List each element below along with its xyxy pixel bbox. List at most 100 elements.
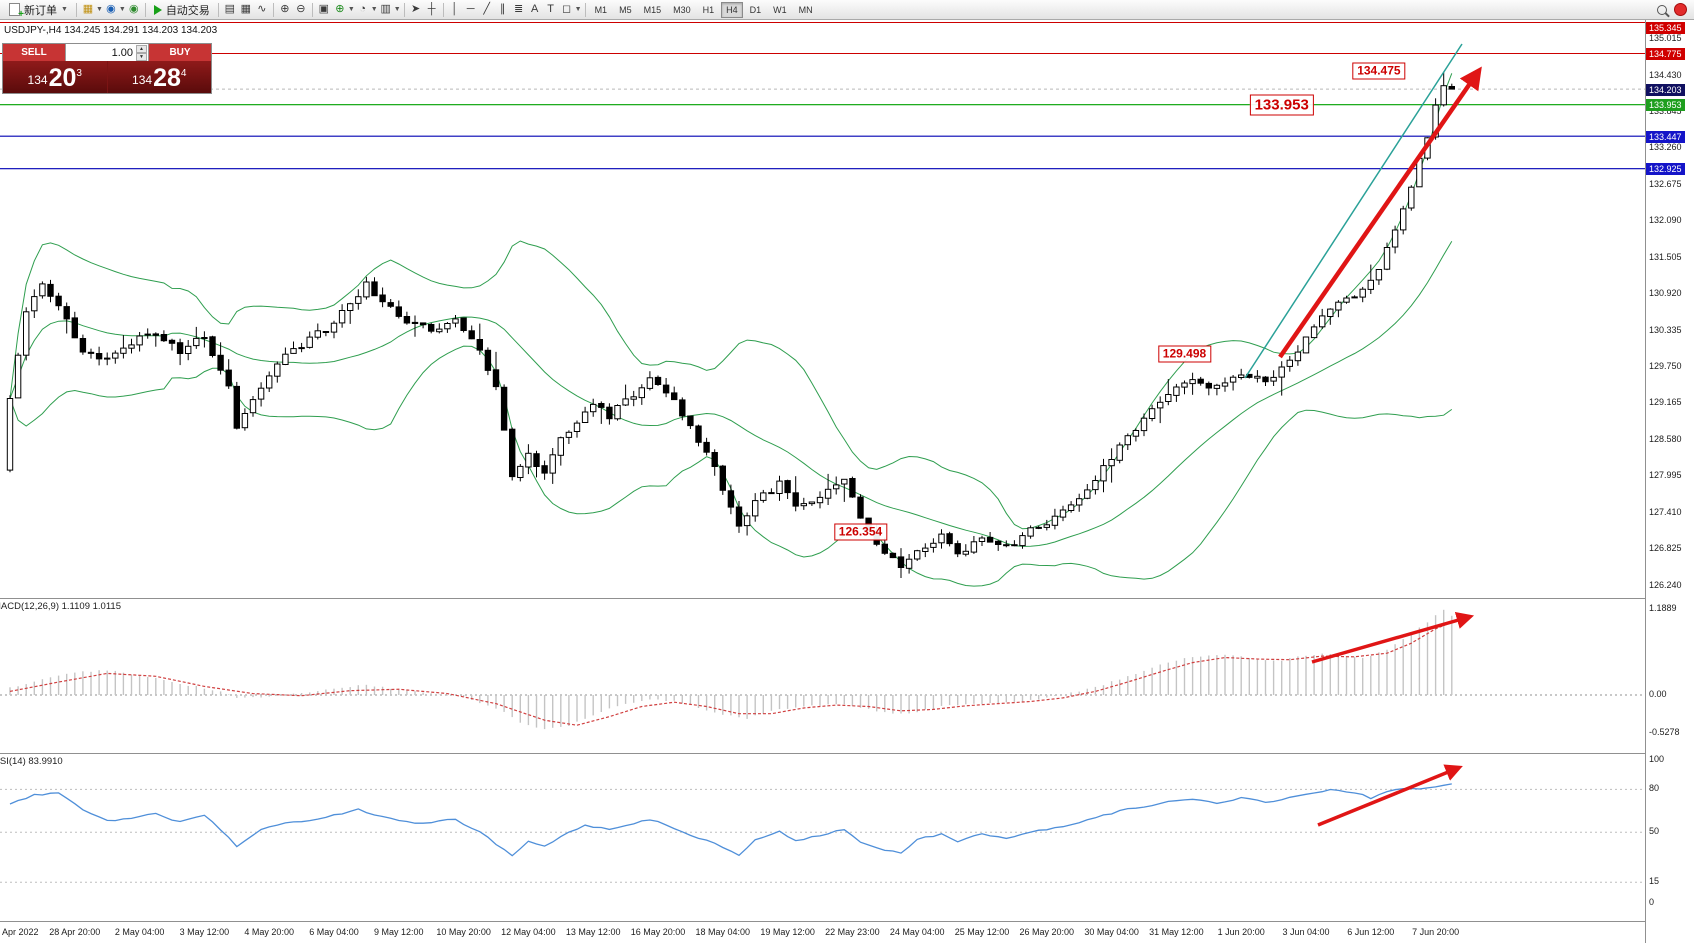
toolbar-separator <box>75 2 77 17</box>
vertical-line-icon[interactable]: │ <box>451 3 459 15</box>
volume-decrease-button[interactable]: ▼ <box>136 52 147 61</box>
timeframe-h4-button[interactable]: H4 <box>721 1 743 18</box>
chart-ohlc-title: USDJPY-,H4 134.245 134.291 134.203 134.2… <box>4 25 218 36</box>
price-tick: 131.505 <box>1649 251 1682 262</box>
profiles-icon[interactable]: ◉ <box>106 3 116 15</box>
rsi-chart <box>0 764 1645 883</box>
templates-icon[interactable]: ▥ <box>380 3 391 15</box>
timeframe-h1-button[interactable]: H1 <box>702 4 715 15</box>
data-window-icon[interactable]: ◉ <box>129 3 139 15</box>
macd-pane[interactable]: MACD(12,26,9) 1.1109 1.0115 <box>0 598 1645 753</box>
sell-button[interactable]: SELL <box>3 44 65 61</box>
price-badge: 133.953 <box>1646 99 1685 112</box>
trend-channel-line[interactable] <box>1244 43 1463 379</box>
chevron-down-icon[interactable]: ▼ <box>393 6 401 13</box>
macd-axis-value: -0.5278 <box>1649 726 1680 737</box>
macd-label: MACD(12,26,9) 1.1109 1.0115 <box>0 601 121 612</box>
price-label-134.475[interactable]: 134.475 <box>1352 62 1406 80</box>
zoom-in-icon[interactable]: ⊕ <box>280 3 290 15</box>
time-axis-label: 31 May 12:00 <box>1149 927 1204 937</box>
time-axis-label: 7 Jun 20:00 <box>1412 927 1460 937</box>
chevron-down-icon[interactable]: ▼ <box>95 6 103 13</box>
volume-field[interactable]: 1.00 ▲ ▼ <box>65 44 149 61</box>
search-icon[interactable] <box>1657 4 1667 15</box>
timeframe-m30-button[interactable]: M30 <box>673 4 691 15</box>
price-tick: 133.260 <box>1649 142 1682 153</box>
chevron-down-icon: ▼ <box>61 6 68 13</box>
line-chart-icon[interactable]: ∿ <box>257 3 267 15</box>
horizontal-line-icon[interactable]: ─ <box>466 3 475 15</box>
price-tick: 135.015 <box>1649 33 1682 44</box>
crosshair-icon[interactable]: ┼ <box>427 3 436 15</box>
notification-badge[interactable] <box>1674 3 1687 16</box>
time-axis-label: 12 May 04:00 <box>501 927 556 937</box>
main-chart-pane[interactable]: USDJPY-,H4 134.245 134.291 134.203 134.2… <box>0 20 1645 598</box>
time-axis-label: 3 May 12:00 <box>179 927 230 937</box>
rsi-pane[interactable]: RSI(14) 83.9910 <box>0 753 1645 921</box>
chevron-down-icon[interactable]: ▼ <box>370 6 378 13</box>
chevron-down-icon[interactable]: ▼ <box>347 6 355 13</box>
price-label-133.953[interactable]: 133.953 <box>1249 94 1314 116</box>
price-badge: 133.447 <box>1646 130 1685 143</box>
time-axis-label: 2 May 04:00 <box>114 927 165 937</box>
volume-value[interactable]: 1.00 <box>111 46 134 59</box>
time-axis-label: 16 May 20:00 <box>630 927 686 937</box>
rsi-axis-value: 0 <box>1649 897 1655 908</box>
toolbar-right <box>1657 3 1690 16</box>
chevron-down-icon[interactable]: ▼ <box>118 6 126 13</box>
trend-arrow-macd[interactable] <box>1311 611 1475 664</box>
trend-arrow-rsi[interactable] <box>1317 764 1463 827</box>
zoom-out-icon[interactable]: ⊖ <box>296 3 306 15</box>
candlestick-chart <box>0 21 1645 587</box>
time-axis-label: 9 May 12:00 <box>374 927 424 937</box>
toolbar-separator <box>217 2 219 17</box>
price-label-126.354[interactable]: 126.354 <box>833 523 888 540</box>
autotrade-button[interactable]: 自动交易 <box>149 1 215 19</box>
price-tick: 126.825 <box>1649 543 1682 554</box>
price-axis[interactable]: 135.015134.430133.845133.260132.675132.0… <box>1645 20 1694 943</box>
tile-windows-icon[interactable]: ▣ <box>318 3 330 15</box>
candles-layer <box>6 72 1455 578</box>
trendline-icon[interactable]: ╱ <box>483 3 490 15</box>
indicators-icon[interactable]: ⊕ <box>335 3 345 15</box>
toolbar-separator <box>272 2 274 17</box>
timeframe-m1-button[interactable]: M1 <box>594 4 608 15</box>
rsi-axis-value: 100 <box>1649 754 1665 765</box>
price-badge: 134.775 <box>1646 48 1685 60</box>
volume-increase-button[interactable]: ▲ <box>136 44 147 53</box>
buy-button[interactable]: BUY <box>149 44 211 61</box>
shapes-icon[interactable]: ◻ <box>562 3 572 15</box>
chevron-down-icon[interactable]: ▼ <box>574 6 582 13</box>
time-axis[interactable]: Apr 2022 28 Apr 20:00 2 May 04:00 3 May 12:… <box>0 921 1645 944</box>
buy-price[interactable]: 134 28 4 <box>132 64 187 92</box>
rsi-line <box>9 783 1452 857</box>
price-tick: 128.580 <box>1649 433 1682 444</box>
channel-icon[interactable]: ∥ <box>499 3 506 15</box>
timeframe-mn-button[interactable]: MN <box>798 4 813 15</box>
periods-icon[interactable]: ◔ <box>359 3 367 15</box>
sell-price[interactable]: 134 20 3 <box>3 61 108 93</box>
rsi-axis-value: 15 <box>1649 875 1660 886</box>
trend-arrow-main[interactable] <box>1278 66 1482 359</box>
timeframe-m15-button[interactable]: M15 <box>643 4 662 15</box>
rsi-label: RSI(14) 83.9910 <box>0 756 63 767</box>
timeframe-d1-button[interactable]: D1 <box>749 4 762 15</box>
new-order-icon <box>9 3 24 20</box>
time-axis-label: Apr 2022 <box>2 927 39 937</box>
toolbar: 新订单 ▼ ▦▼◉▼◉ 自动交易 ▤▦∿⊕⊖▣⊕▼◔▼▥▼➤┼│─╱∥≣AT◻▼… <box>0 0 1694 20</box>
price-tick: 130.335 <box>1649 324 1682 335</box>
time-axis-label: 3 Jun 04:00 <box>1282 927 1330 937</box>
new-order-button[interactable]: 新订单 ▼ <box>4 1 73 20</box>
new-chart-icon[interactable]: ▦ <box>82 3 94 15</box>
timeframe-m5-button[interactable]: M5 <box>619 4 632 15</box>
fibonacci-icon[interactable]: ≣ <box>514 3 524 15</box>
label-icon[interactable]: T <box>547 3 554 15</box>
candlestick-chart-icon[interactable]: ▦ <box>240 3 252 15</box>
text-icon[interactable]: A <box>530 3 539 15</box>
cursor-icon[interactable]: ➤ <box>411 3 421 15</box>
price-label-129.498[interactable]: 129.498 <box>1157 345 1212 363</box>
time-axis-label: 25 May 12:00 <box>954 927 1010 937</box>
timeframe-w1-button[interactable]: W1 <box>773 4 787 15</box>
toolbar-separator <box>442 2 444 17</box>
bar-chart-icon[interactable]: ▤ <box>224 3 236 15</box>
